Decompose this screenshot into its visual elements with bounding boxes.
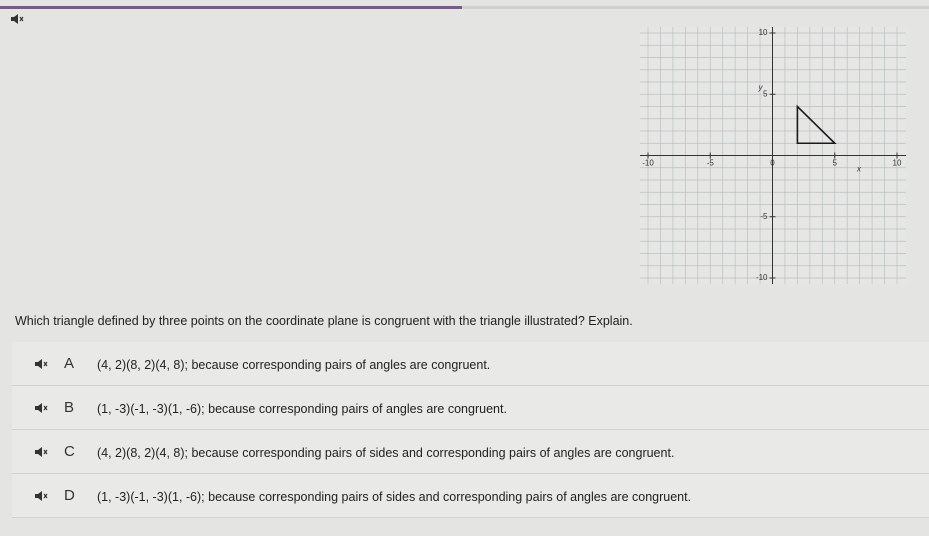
question: Which triangle defined by three points o… [15, 314, 633, 328]
option-row[interactable]: D (1, -3)(-1, -3)(1, -6); because corresp… [12, 474, 929, 518]
options: A (4, 2)(8, 2)(4, 8); because correspondi… [12, 342, 929, 518]
triangle [796, 104, 837, 145]
speaker-icon[interactable] [10, 13, 24, 25]
y-tick-label: -10 [756, 273, 768, 282]
option-text: (1, -3)(-1, -3)(1, -6); because correspo… [97, 402, 507, 416]
option-text: (4, 2)(8, 2)(4, 8); because correspondin… [97, 358, 491, 372]
x-tick-label: -10 [642, 159, 654, 168]
progress-bar [0, 6, 929, 9]
progress-fill [0, 6, 462, 9]
x-tick-label: -5 [707, 159, 715, 168]
option-row[interactable]: C (4, 2)(8, 2)(4, 8); because correspondi… [12, 430, 929, 474]
y-axis-label: y [758, 83, 764, 92]
speaker-icon[interactable] [34, 490, 48, 502]
x-tick-label: 10 [893, 159, 902, 168]
option-row[interactable]: A (4, 2)(8, 2)(4, 8); because correspondi… [12, 342, 929, 386]
option-letter: B [64, 399, 75, 416]
x-tick-label: 5 [833, 159, 838, 168]
option-text: (1, -3)(-1, -3)(1, -6); because correspo… [97, 490, 692, 504]
y-tick-label: 5 [763, 89, 768, 98]
x-axis-label: x [856, 165, 862, 174]
y-tick-label: -5 [760, 212, 768, 221]
option-letter: C [64, 443, 75, 460]
speaker-icon[interactable] [34, 358, 48, 370]
x-tick-label: 0 [770, 159, 775, 168]
option-row[interactable]: B (1, -3)(-1, -3)(1, -6); because corresp… [12, 386, 929, 430]
y-tick-label: 10 [759, 28, 768, 37]
speaker-icon[interactable] [34, 402, 48, 414]
speaker-icon[interactable] [34, 446, 48, 458]
option-letter: A [64, 355, 75, 372]
option-text: (4, 2)(8, 2)(4, 8); because correspondin… [97, 446, 675, 460]
coordinate-graph: -10 -5 0 5 10 10 5 -5 -10 x y [640, 27, 906, 284]
option-letter: D [64, 487, 75, 504]
